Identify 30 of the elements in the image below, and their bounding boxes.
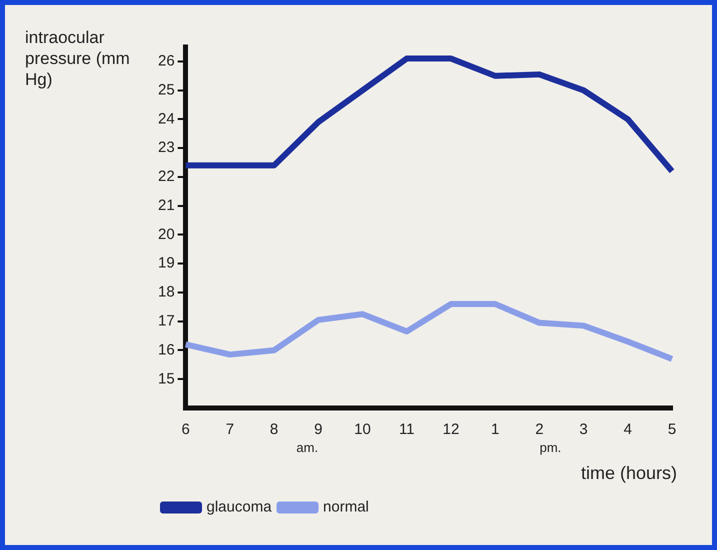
y-tick-label: 26 <box>158 52 175 70</box>
x-tick-label: 7 <box>226 421 234 438</box>
y-tick-label: 16 <box>158 341 175 358</box>
x-axis-title: time (hours) <box>580 463 677 484</box>
x-tick-label: 8 <box>270 421 278 438</box>
y-tick-label: 17 <box>158 312 175 330</box>
x-tick-label: 6 <box>182 421 190 438</box>
y-tick-label: 15 <box>158 370 175 388</box>
y-tick-label: 24 <box>158 110 175 128</box>
y-tick-label: 19 <box>158 254 175 272</box>
y-tick-label: 18 <box>158 284 175 301</box>
y-tick-label: 20 <box>158 226 175 243</box>
x-tick-label: 10 <box>354 421 371 438</box>
x-tick-label: 4 <box>624 421 632 438</box>
x-tick-label: 12 <box>442 421 460 438</box>
x-tick-label: 11 <box>398 421 415 438</box>
x-tick-label: 9 <box>314 421 322 438</box>
text: pm. <box>540 440 562 456</box>
legend-label: normal <box>323 498 369 516</box>
x-tick-label: 5 <box>668 421 676 438</box>
x-tick-label: 2 <box>535 421 544 438</box>
y-tick-label: 23 <box>158 139 175 156</box>
y-tick-label: 22 <box>158 168 175 186</box>
x-tick-label: 1 <box>490 421 500 438</box>
y-tick-label: 25 <box>158 81 175 98</box>
text: am. <box>296 440 318 456</box>
y-axis-title: intraocular pressure (mm Hg) <box>25 27 131 90</box>
x-tick-label: 3 <box>579 421 588 438</box>
legend-label: glaucoma <box>206 498 272 516</box>
y-tick-label: 21 <box>158 196 175 214</box>
